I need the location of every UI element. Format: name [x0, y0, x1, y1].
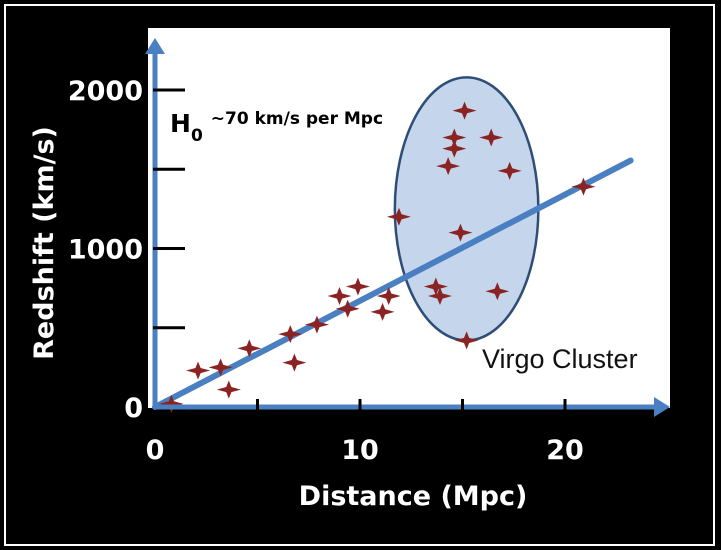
x-axis-arrowhead: [654, 397, 670, 417]
data-point-20: [452, 101, 477, 120]
data-point-8: [327, 287, 352, 306]
data-point-9: [335, 299, 360, 318]
data-point-12: [376, 287, 401, 306]
data-point-13: [386, 207, 411, 226]
data-point-22: [479, 128, 504, 147]
hubble-constant-symbol: H: [170, 109, 191, 138]
y-tick-label-4: 2000: [68, 76, 143, 107]
data-point-17: [442, 139, 467, 158]
y-axis-title: Redshift (km/s): [29, 126, 60, 360]
virgo-cluster-ellipse: [393, 76, 540, 342]
data-point-25: [571, 177, 596, 196]
data-point-18: [442, 128, 467, 147]
hubble-fit-line: [152, 157, 634, 410]
cluster-label: Virgo Cluster: [482, 344, 638, 374]
hubble-constant-annotation: H0 ~70 km/s per Mpc: [170, 109, 383, 146]
data-point-16: [436, 157, 461, 176]
data-point-2: [208, 358, 233, 377]
data-point-0: [159, 394, 184, 413]
hubble-constant-value: ~70 km/s per Mpc: [211, 109, 383, 129]
x-tick-label-4: 20: [546, 435, 584, 466]
chart-border: [4, 4, 715, 546]
hubble-constant-subscript: 0: [191, 126, 203, 146]
data-point-11: [370, 302, 395, 321]
x-tick-label-0: 0: [146, 435, 165, 466]
data-point-7: [304, 315, 329, 334]
data-point-3: [216, 380, 241, 399]
data-point-6: [282, 353, 307, 372]
data-point-14: [423, 277, 448, 296]
data-point-1: [186, 361, 211, 380]
data-point-4: [237, 339, 262, 358]
data-point-24: [497, 161, 522, 180]
x-axis-title: Distance (Mpc): [299, 481, 528, 512]
data-point-10: [345, 277, 370, 296]
data-point-15: [427, 287, 452, 306]
data-point-5: [278, 325, 303, 344]
y-tick-label-0: 0: [124, 393, 143, 424]
data-point-19: [448, 223, 473, 242]
data-point-23: [485, 282, 510, 301]
y-axis-arrowhead: [145, 38, 165, 54]
y-tick-label-2: 1000: [68, 235, 143, 266]
x-tick-label-2: 10: [341, 435, 379, 466]
data-point-21: [454, 331, 479, 350]
